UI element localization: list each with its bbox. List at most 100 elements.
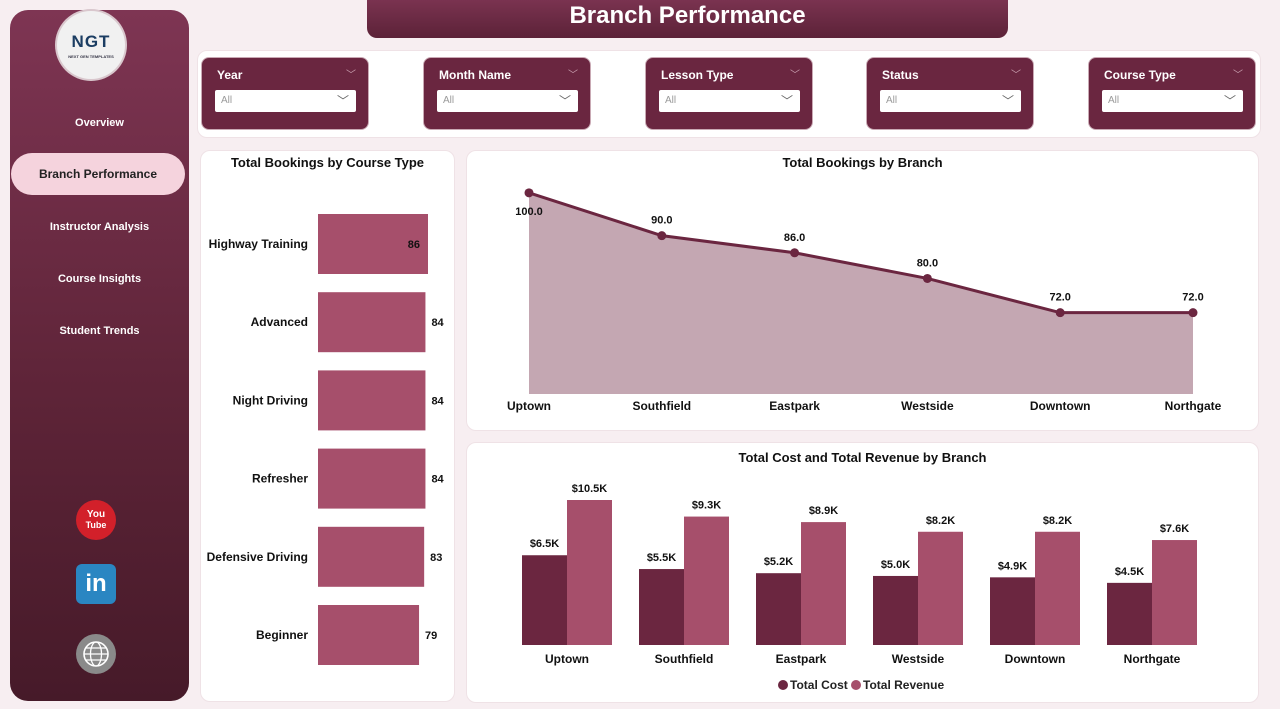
x-tick-label: Eastpark [776,652,827,666]
data-label: $7.6K [1160,523,1189,535]
bar-cost [1107,582,1152,645]
data-label: $9.3K [692,500,721,512]
slicer-course-type: Course Type ﹀ All ﹀ [1088,57,1256,130]
linkedin-icon[interactable]: in [76,564,116,604]
course-type-bar-chart: Highway Training 86 Advanced 84 Night Drivin… [207,214,445,665]
bar-revenue [567,500,612,645]
data-label: $10.5K [572,483,608,495]
globe-icon [83,641,109,667]
data-label: 83 [430,552,442,564]
course-type-dropdown[interactable]: All ﹀ [1102,90,1243,112]
category-label: Refresher [252,472,308,486]
page-title: Branch Performance [367,0,1008,38]
bookings-by-branch-card: Total Bookings by Branch 100.0 Uptown 90.0… [466,150,1259,431]
cost-revenue-card: Total Cost and Total Revenue by Branch $… [466,442,1259,703]
nav-item-instructor-analysis[interactable]: Instructor Analysis [49,221,150,233]
bar-revenue [684,516,729,645]
data-label: 72.0 [1182,292,1203,304]
bar [318,370,426,431]
area-fill [529,192,1193,394]
linkedin-text: in [85,570,107,597]
data-label: $6.5K [530,538,559,550]
bar [318,605,420,665]
bar-cost [756,573,801,645]
category-label: Beginner [256,628,308,642]
x-tick-label: Uptown [545,652,589,666]
data-label: 90.0 [651,215,672,227]
slicer-month-name: Month Name ﹀ All ﹀ [423,57,591,130]
slicer-collapse-icon[interactable]: ﹀ [346,70,356,81]
slicer-collapse-icon[interactable]: ﹀ [790,70,800,81]
bar-cost [873,575,918,645]
data-label: 80.0 [917,257,938,269]
data-label: $8.9K [809,505,838,517]
x-tick-label: Northgate [1165,399,1222,413]
data-label: 84 [431,317,444,329]
x-tick-label: Westside [901,399,954,413]
data-point [1055,308,1065,318]
course-type-chart-card: Total Bookings by Course Type Highway Tr… [200,150,455,702]
slicer-title: Course Type [1104,68,1176,82]
slicer-collapse-icon[interactable]: ﹀ [1011,70,1021,81]
dropdown-value: All [886,95,898,106]
data-label: $8.2K [926,515,955,527]
year-dropdown[interactable]: All ﹀ [215,90,356,112]
slicer-title: Month Name [439,68,511,82]
nav-item-student-trends[interactable]: Student Trends [59,325,140,337]
x-tick-label: Eastpark [769,399,820,413]
data-label: $5.2K [764,556,793,568]
lesson-type-dropdown[interactable]: All ﹀ [659,90,800,112]
nav-item-course-insights[interactable]: Course Insights [57,273,142,285]
data-label: 84 [431,395,444,407]
x-tick-label: Downtown [1005,652,1066,666]
legend-marker [778,680,788,690]
chart-title: Total Bookings by Course Type [230,155,425,170]
x-tick-label: Northgate [1124,652,1181,666]
x-tick-label: Southfield [655,652,714,666]
bar-revenue [1152,540,1197,645]
website-globe-icon[interactable] [76,634,116,674]
x-tick-label: Downtown [1030,399,1091,413]
dropdown-value: All [443,95,455,106]
bar-cost [522,555,567,645]
bar-cost [990,577,1035,645]
data-label: 84 [431,474,444,486]
legend-marker [851,680,861,690]
chevron-down-icon: ﹀ [1001,94,1014,108]
status-dropdown[interactable]: All ﹀ [880,90,1021,112]
data-point [524,188,534,198]
bar-revenue [1035,531,1080,645]
category-label: Defensive Driving [207,550,308,564]
slicer-title: Lesson Type [661,68,734,82]
legend-label: Total Cost [790,678,848,692]
youtube-icon[interactable]: You Tube [76,500,116,540]
chevron-down-icon: ﹀ [780,94,793,108]
data-label: $5.0K [881,559,910,571]
data-label: $5.5K [647,552,676,564]
chevron-down-icon: ﹀ [1223,94,1236,108]
x-tick-label: Uptown [507,399,551,413]
data-point [1188,308,1198,318]
data-label: $8.2K [1043,515,1072,527]
dropdown-value: All [221,95,233,106]
bar-revenue [801,522,846,645]
legend-label: Total Revenue [863,678,944,692]
month-name-dropdown[interactable]: All ﹀ [437,90,578,112]
chart-title: Total Cost and Total Revenue by Branch [738,450,987,465]
data-label: 100.0 [515,206,543,218]
dropdown-value: All [665,95,677,106]
data-point [790,248,800,258]
bookings-area-chart: 100.0 Uptown 90.0 Southfield 86.0 Eastpark 80.… [507,188,1222,413]
nav-item-overview[interactable]: Overview [75,117,124,129]
bar [318,526,425,587]
nav-item-branch-performance[interactable]: Branch Performance [11,153,185,195]
data-label: 86 [408,239,420,251]
slicer-collapse-icon[interactable]: ﹀ [568,70,578,81]
category-label: Advanced [251,315,308,329]
data-point [657,231,667,241]
x-tick-label: Southfield [632,399,691,413]
bar [318,214,428,274]
dropdown-value: All [1108,95,1120,106]
category-label: Night Driving [233,393,308,407]
slicer-collapse-icon[interactable]: ﹀ [1233,70,1243,81]
